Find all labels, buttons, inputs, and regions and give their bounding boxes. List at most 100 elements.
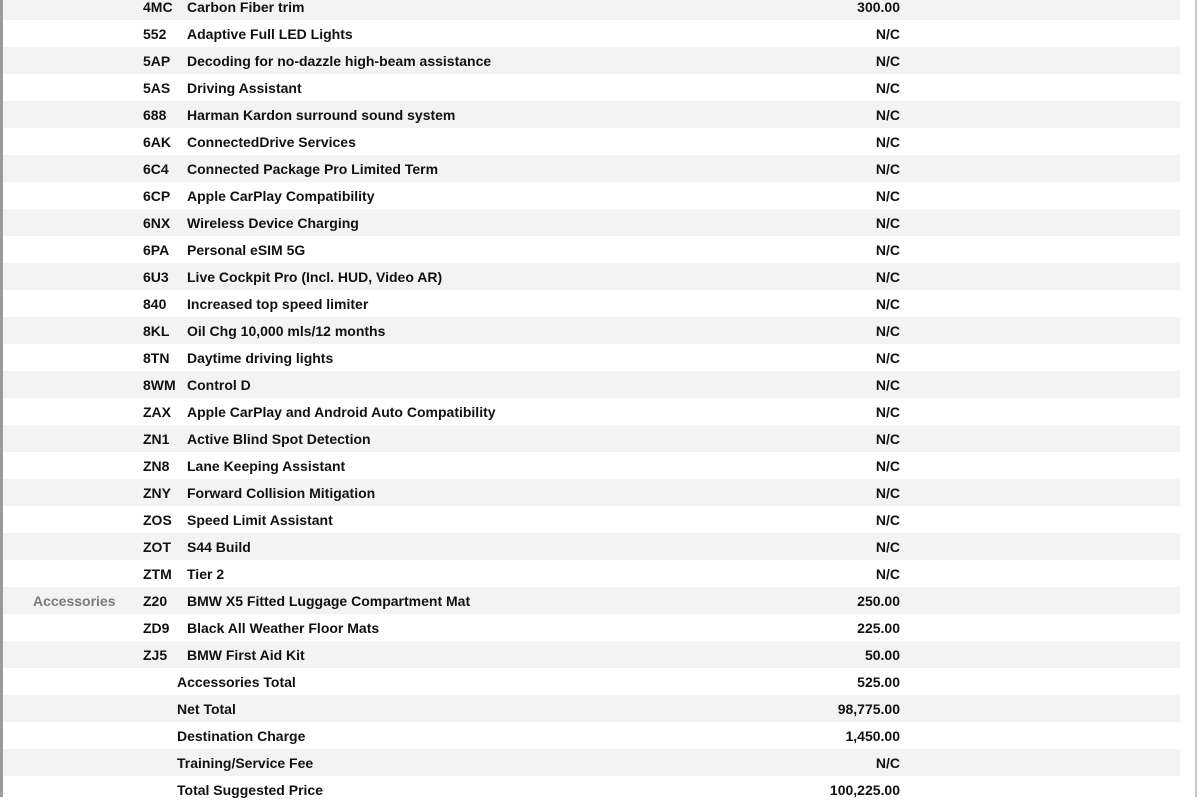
option-row: 8KL Oil Chg 10,000 mls/12 months N/C [3, 317, 1180, 344]
option-code: ZN8 [143, 458, 170, 474]
option-row: 6NX Wireless Device Charging N/C [3, 209, 1180, 236]
option-price: N/C [875, 485, 900, 501]
total-label: Total Suggested Price [177, 782, 323, 798]
option-price: N/C [875, 296, 900, 312]
accessory-row: ZJ5 BMW First Aid Kit 50.00 [3, 641, 1180, 668]
option-row: ZNY Forward Collision Mitigation N/C [3, 479, 1180, 506]
option-description: Apple CarPlay Compatibility [187, 188, 375, 204]
option-code: 8KL [143, 323, 170, 339]
option-price: N/C [875, 161, 900, 177]
accessory-price: 50.00 [864, 647, 900, 663]
option-code: 8WM [143, 377, 176, 393]
option-code: 6U3 [143, 269, 169, 285]
option-price: 300.00 [857, 0, 900, 15]
option-description: Carbon Fiber trim [187, 0, 305, 15]
accessory-description: BMW First Aid Kit [187, 647, 305, 663]
option-description: Live Cockpit Pro (Incl. HUD, Video AR) [187, 269, 443, 285]
option-row: 6CP Apple CarPlay Compatibility N/C [3, 182, 1180, 209]
option-code: ZOT [143, 539, 171, 555]
option-description: Tier 2 [187, 566, 225, 582]
option-description: Wireless Device Charging [187, 215, 359, 231]
option-price: N/C [875, 80, 900, 96]
option-row: ZN1 Active Blind Spot Detection N/C [3, 425, 1180, 452]
total-row: Destination Charge 1,450.00 [3, 722, 1180, 749]
option-row: 5AP Decoding for no-dazzle high-beam assi… [3, 47, 1180, 74]
accessory-price: 225.00 [857, 620, 900, 636]
option-price: N/C [875, 458, 900, 474]
option-code: 6PA [143, 242, 170, 258]
option-code: 6AK [143, 134, 172, 150]
option-code: 4MC [143, 0, 173, 15]
total-label: Training/Service Fee [177, 755, 314, 771]
option-description: Adaptive Full LED Lights [187, 26, 353, 42]
accessories-category-label: Accessories [33, 593, 116, 609]
option-row: 840 Increased top speed limiter N/C [3, 290, 1180, 317]
option-code: 552 [143, 26, 167, 42]
total-value: 525.00 [857, 674, 900, 690]
option-description: Lane Keeping Assistant [187, 458, 346, 474]
price-sheet-table: 4MC Carbon Fiber trim 300.00 552 Adaptive Fu… [3, 0, 1180, 803]
total-label: Accessories Total [177, 674, 296, 690]
option-description: Speed Limit Assistant [187, 512, 333, 528]
option-price: N/C [875, 431, 900, 447]
option-row: 6C4 Connected Package Pro Limited Term N/C [3, 155, 1180, 182]
option-row: 688 Harman Kardon surround sound system N/… [3, 101, 1180, 128]
option-code: 5AS [143, 80, 171, 96]
option-price: N/C [875, 134, 900, 150]
option-description: Increased top speed limiter [187, 296, 369, 312]
option-row: 8TN Daytime driving lights N/C [3, 344, 1180, 371]
option-code: 6C4 [143, 161, 169, 177]
left-border [0, 0, 3, 797]
option-price: N/C [875, 26, 900, 42]
option-price: N/C [875, 215, 900, 231]
option-row: ZTM Tier 2 N/C [3, 560, 1180, 587]
option-price: N/C [875, 269, 900, 285]
option-row: ZOT S44 Build N/C [3, 533, 1180, 560]
accessory-description: BMW X5 Fitted Luggage Compartment Mat [187, 593, 471, 609]
option-description: Personal eSIM 5G [187, 242, 306, 258]
option-price: N/C [875, 404, 900, 420]
option-code: 840 [143, 296, 167, 312]
accessory-row: Accessories Z20 BMW X5 Fitted Luggage Comp… [3, 587, 1180, 614]
total-row: Training/Service Fee N/C [3, 749, 1180, 776]
option-row: 4MC Carbon Fiber trim 300.00 [3, 0, 1180, 20]
option-price: N/C [875, 242, 900, 258]
option-row: 8WM Control D N/C [3, 371, 1180, 398]
option-row: 6AK ConnectedDrive Services N/C [3, 128, 1180, 155]
option-price: N/C [875, 350, 900, 366]
option-price: N/C [875, 539, 900, 555]
option-description: Apple CarPlay and Android Auto Compatibi… [187, 404, 496, 420]
option-description: S44 Build [187, 539, 251, 555]
right-border [1195, 0, 1197, 797]
option-row: 5AS Driving Assistant N/C [3, 74, 1180, 101]
option-row: 6PA Personal eSIM 5G N/C [3, 236, 1180, 263]
accessory-price: 250.00 [857, 593, 900, 609]
accessory-row: ZD9 Black All Weather Floor Mats 225.00 [3, 614, 1180, 641]
option-description: Decoding for no-dazzle high-beam assista… [187, 53, 492, 69]
option-description: Oil Chg 10,000 mls/12 months [187, 323, 386, 339]
total-value: 98,775.00 [837, 701, 900, 717]
option-price: N/C [875, 566, 900, 582]
option-description: Driving Assistant [187, 80, 302, 96]
total-row: Total Suggested Price 100,225.00 [3, 776, 1180, 803]
accessory-code: ZJ5 [143, 647, 168, 663]
option-price: N/C [875, 512, 900, 528]
option-description: Forward Collision Mitigation [187, 485, 376, 501]
option-description: Daytime driving lights [187, 350, 334, 366]
option-code: 8TN [143, 350, 170, 366]
option-price: N/C [875, 323, 900, 339]
accessory-description: Black All Weather Floor Mats [187, 620, 380, 636]
option-row: ZOS Speed Limit Assistant N/C [3, 506, 1180, 533]
option-description: Active Blind Spot Detection [187, 431, 371, 447]
option-code: ZTM [143, 566, 172, 582]
total-value: N/C [875, 755, 900, 771]
option-price: N/C [875, 188, 900, 204]
option-row: ZN8 Lane Keeping Assistant N/C [3, 452, 1180, 479]
option-code: ZNY [143, 485, 171, 501]
total-value: 100,225.00 [829, 782, 900, 798]
option-code: 6NX [143, 215, 171, 231]
accessory-code: ZD9 [143, 620, 170, 636]
option-price: N/C [875, 107, 900, 123]
total-label: Destination Charge [177, 728, 306, 744]
option-description: ConnectedDrive Services [187, 134, 356, 150]
